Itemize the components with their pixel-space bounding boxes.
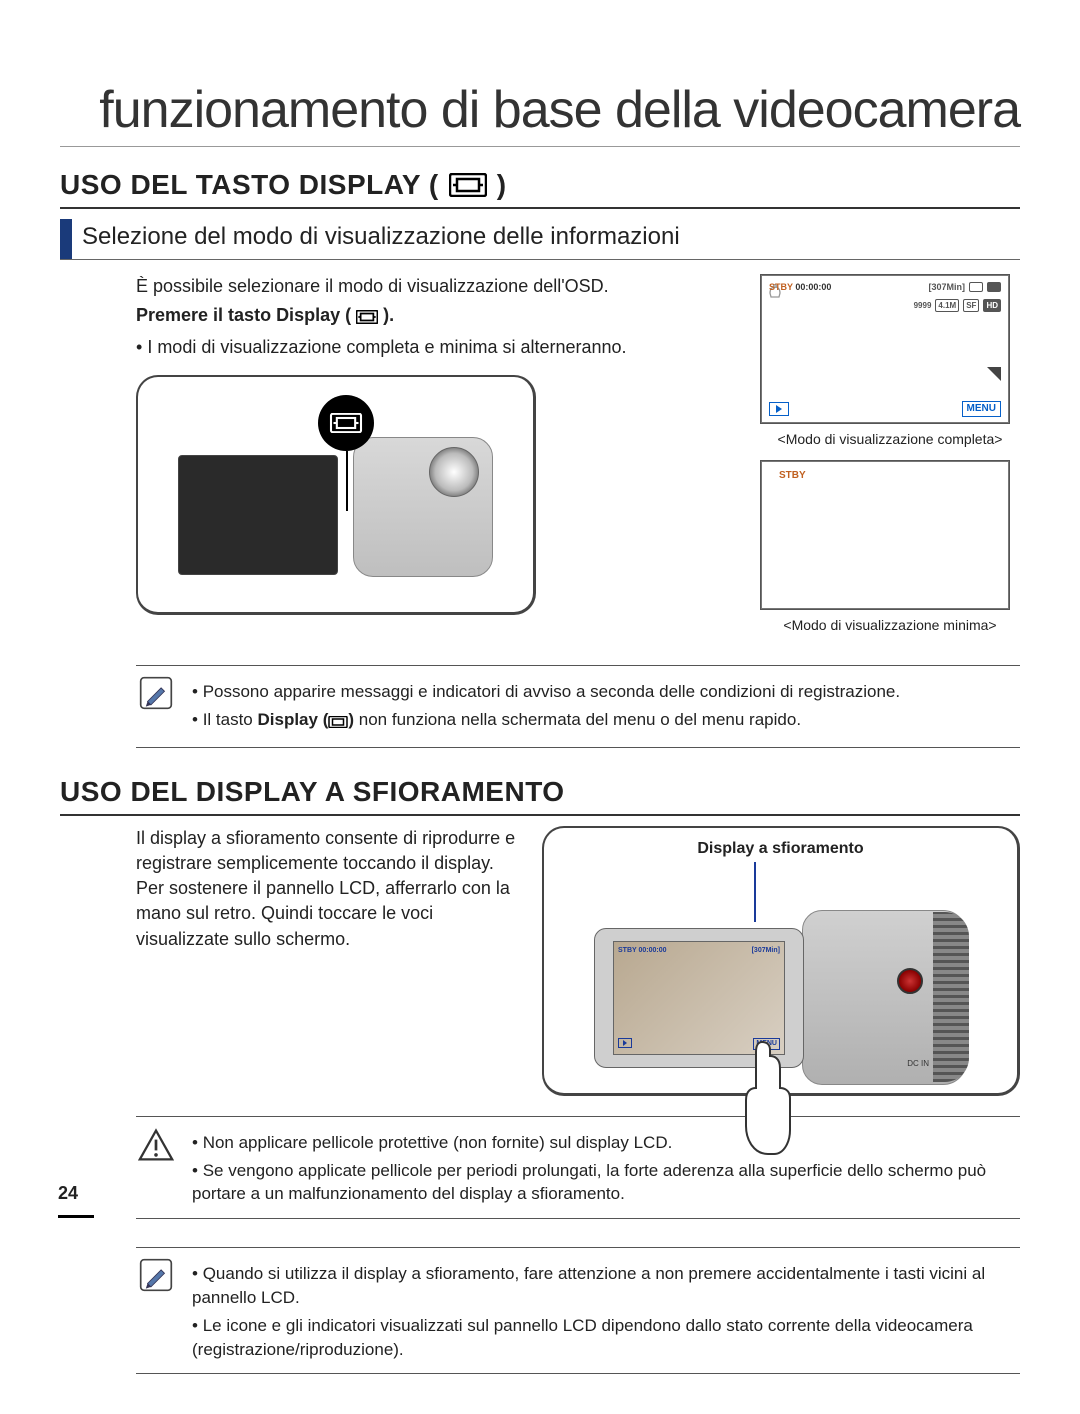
- section-accent-bar: [60, 219, 72, 259]
- info-box: Quando si utilizza il display a sfiorame…: [136, 1247, 1020, 1374]
- corner-indicator-icon: [987, 367, 1001, 381]
- resolution-chip: 4.1M: [935, 299, 959, 312]
- section-heading-touchscreen: USO DEL DISPLAY A SFIORAMENTO: [60, 776, 1020, 816]
- display-icon: [328, 713, 348, 732]
- lcd-minimal-display: STBY: [760, 460, 1010, 610]
- page-number: 24: [58, 1183, 78, 1204]
- stby-label: STBY: [779, 469, 806, 483]
- battery-icon: [987, 282, 1001, 292]
- play-mode-icon: [618, 1038, 632, 1048]
- section-heading-display-button: USO DEL TASTO DISPLAY ( ): [60, 169, 1020, 209]
- figure-caption: Display a sfioramento: [697, 838, 863, 860]
- display-icon: [449, 173, 487, 197]
- note-bullet-2: Il tasto Display () non funziona nella s…: [192, 708, 1020, 735]
- note-pencil-icon: [136, 1258, 176, 1363]
- rec-time: 00:00:00: [639, 947, 667, 954]
- warn-bullet-1: Non applicare pellicole protettive (non …: [192, 1131, 1020, 1155]
- remaining-time: [307Min]: [752, 946, 780, 956]
- page-number-rule: [58, 1215, 94, 1218]
- note-bullet-1: Possono apparire messaggi e indicatori d…: [192, 680, 1020, 704]
- lcd-full-display: STBY 00:00:00 [307Min] 9999 4.1M SF HD: [760, 274, 1010, 424]
- note-pencil-icon: [136, 676, 176, 737]
- touchscreen-paragraph: Il display a sfioramento consente di rip…: [136, 826, 516, 1096]
- heading-text: USO DEL DISPLAY A SFIORAMENTO: [60, 776, 565, 808]
- lcd-full-caption: <Modo di visualizzazione completa>: [760, 430, 1020, 450]
- play-mode-icon: [769, 402, 789, 416]
- record-button-icon: [897, 968, 923, 994]
- remaining-time: [307Min]: [928, 281, 965, 294]
- press-display-close: ).: [383, 305, 394, 325]
- stby-label: STBY: [618, 947, 637, 954]
- chapter-title: funzionamento di base della videocamera: [60, 80, 1020, 147]
- osd-intro-line: È possibile selezionare il modo di visua…: [136, 274, 730, 299]
- warn-bullet-2: Se vengono applicate pellicole per perio…: [192, 1159, 1020, 1207]
- warning-triangle-icon: [136, 1127, 176, 1208]
- photo-count: 9999: [914, 300, 932, 311]
- finger-touch-icon: [734, 1038, 794, 1158]
- modes-alternate-bullet: I modi di visualizzazione completa e min…: [136, 335, 730, 360]
- press-display-label: Premere il tasto Display (: [136, 305, 351, 325]
- heading-text: USO DEL TASTO DISPLAY (: [60, 169, 439, 201]
- warning-box: Non applicare pellicole protettive (non …: [136, 1116, 1020, 1219]
- quality-chip: SF: [963, 299, 979, 312]
- dc-in-label: DC IN: [907, 1058, 929, 1069]
- card-icon: [969, 282, 983, 292]
- touchscreen-illustration: Display a sfioramento DC IN STBY 00:00:0…: [542, 826, 1020, 1096]
- hand-strap: [933, 912, 969, 1082]
- info-bullet-1: Quando si utilizza il display a sfiorame…: [192, 1262, 1020, 1310]
- menu-button: MENU: [962, 401, 1001, 417]
- camcorder-illustration: [136, 375, 536, 615]
- heading-close: ): [497, 169, 507, 201]
- note-box: Possono apparire messaggi e indicatori d…: [136, 665, 1020, 748]
- display-button-callout: [318, 395, 374, 451]
- hd-chip: HD: [983, 299, 1001, 312]
- display-icon: [356, 308, 383, 328]
- rec-time: 00:00:00: [795, 282, 831, 292]
- lcd-min-caption: <Modo di visualizzazione minima>: [760, 616, 1020, 636]
- sub-heading: Selezione del modo di visualizzazione de…: [82, 219, 680, 259]
- stby-label: STBY: [769, 282, 793, 292]
- info-bullet-2: Le icone e gli indicatori visualizzati s…: [192, 1314, 1020, 1362]
